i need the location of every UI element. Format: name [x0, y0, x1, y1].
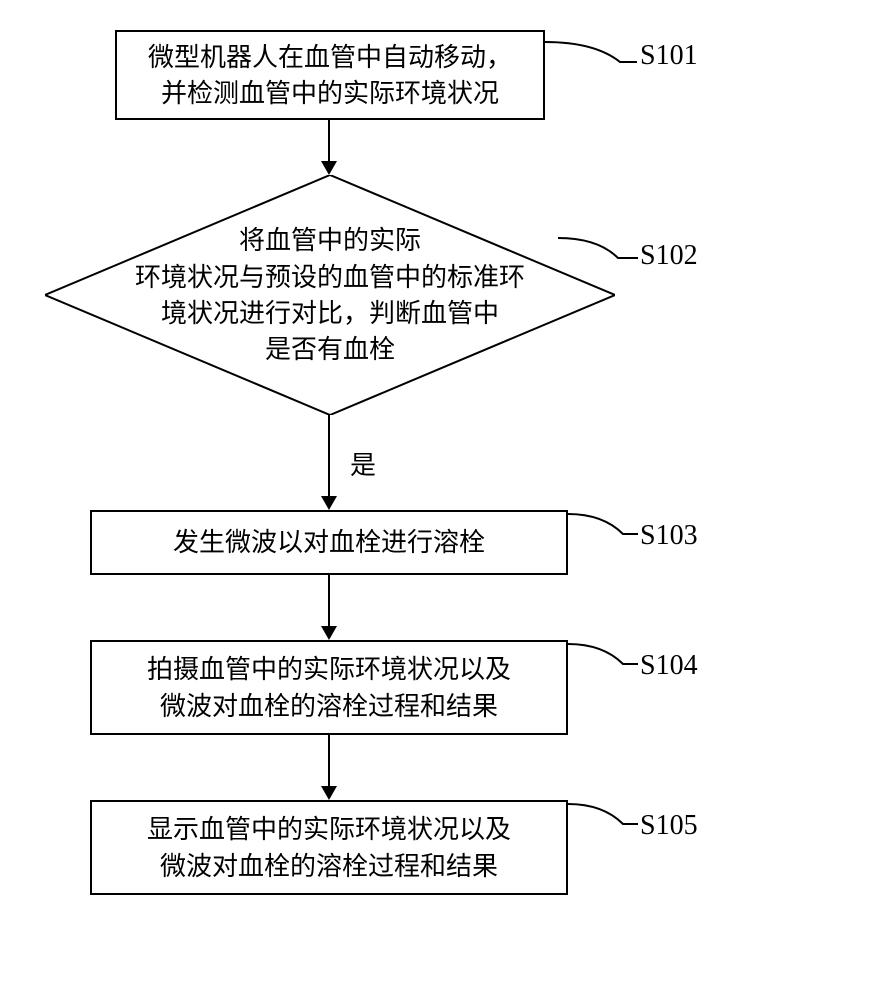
- step-s102-line2: 环境状况与预设的血管中的标准环: [135, 262, 525, 292]
- arrow-1-line: [328, 120, 330, 162]
- step-s105-line1: 显示血管中的实际环境状况以及: [147, 814, 511, 844]
- step-s105-text: 显示血管中的实际环境状况以及 微波对血栓的溶栓过程和结果: [147, 811, 511, 884]
- step-s105-box: 显示血管中的实际环境状况以及 微波对血栓的溶栓过程和结果: [90, 800, 568, 895]
- step-s102-text: 将血管中的实际 环境状况与预设的血管中的标准环 境状况进行对比，判断血管中 是否…: [45, 175, 615, 415]
- edge-label-yes: 是: [350, 445, 376, 482]
- step-s104-text: 拍摄血管中的实际环境状况以及 微波对血栓的溶栓过程和结果: [147, 651, 511, 724]
- arrow-3-line: [328, 575, 330, 627]
- arrow-3-head: [321, 626, 337, 640]
- step-s103-label: S103: [640, 520, 698, 552]
- step-s104-label: S104: [640, 650, 698, 682]
- step-s102-label: S102: [640, 240, 698, 272]
- step-s102-diamond: 将血管中的实际 环境状况与预设的血管中的标准环 境状况进行对比，判断血管中 是否…: [45, 175, 615, 415]
- step-s103-box: 发生微波以对血栓进行溶栓: [90, 510, 568, 575]
- connector-s102: [558, 230, 643, 265]
- step-s104-box: 拍摄血管中的实际环境状况以及 微波对血栓的溶栓过程和结果: [90, 640, 568, 735]
- arrow-2-head: [321, 496, 337, 510]
- step-s104-line1: 拍摄血管中的实际环境状况以及: [147, 654, 511, 684]
- arrow-4-head: [321, 786, 337, 800]
- flowchart-container: 微型机器人在血管中自动移动， 并检测血管中的实际环境状况 S101 将血管中的实…: [0, 0, 882, 1000]
- step-s102-line4: 是否有血栓: [265, 334, 395, 364]
- step-s103-text: 发生微波以对血栓进行溶栓: [173, 524, 485, 560]
- step-s101-box: 微型机器人在血管中自动移动， 并检测血管中的实际环境状况: [115, 30, 545, 120]
- step-s101-line1: 微型机器人在血管中自动移动，: [148, 42, 512, 72]
- connector-s105: [568, 800, 643, 830]
- step-s102-line3: 境状况进行对比，判断血管中: [161, 298, 499, 328]
- step-s102-line1: 将血管中的实际: [239, 225, 421, 255]
- arrow-4-line: [328, 735, 330, 787]
- connector-s104: [568, 640, 643, 670]
- arrow-1-head: [321, 161, 337, 175]
- arrow-2-line: [328, 415, 330, 497]
- step-s105-label: S105: [640, 810, 698, 842]
- step-s104-line2: 微波对血栓的溶栓过程和结果: [160, 691, 498, 721]
- step-s105-line2: 微波对血栓的溶栓过程和结果: [160, 851, 498, 881]
- step-s101-label: S101: [640, 40, 698, 72]
- step-s101-text: 微型机器人在血管中自动移动， 并检测血管中的实际环境状况: [148, 39, 512, 112]
- connector-s101: [545, 38, 645, 68]
- connector-s103: [568, 510, 643, 540]
- step-s101-line2: 并检测血管中的实际环境状况: [161, 78, 499, 108]
